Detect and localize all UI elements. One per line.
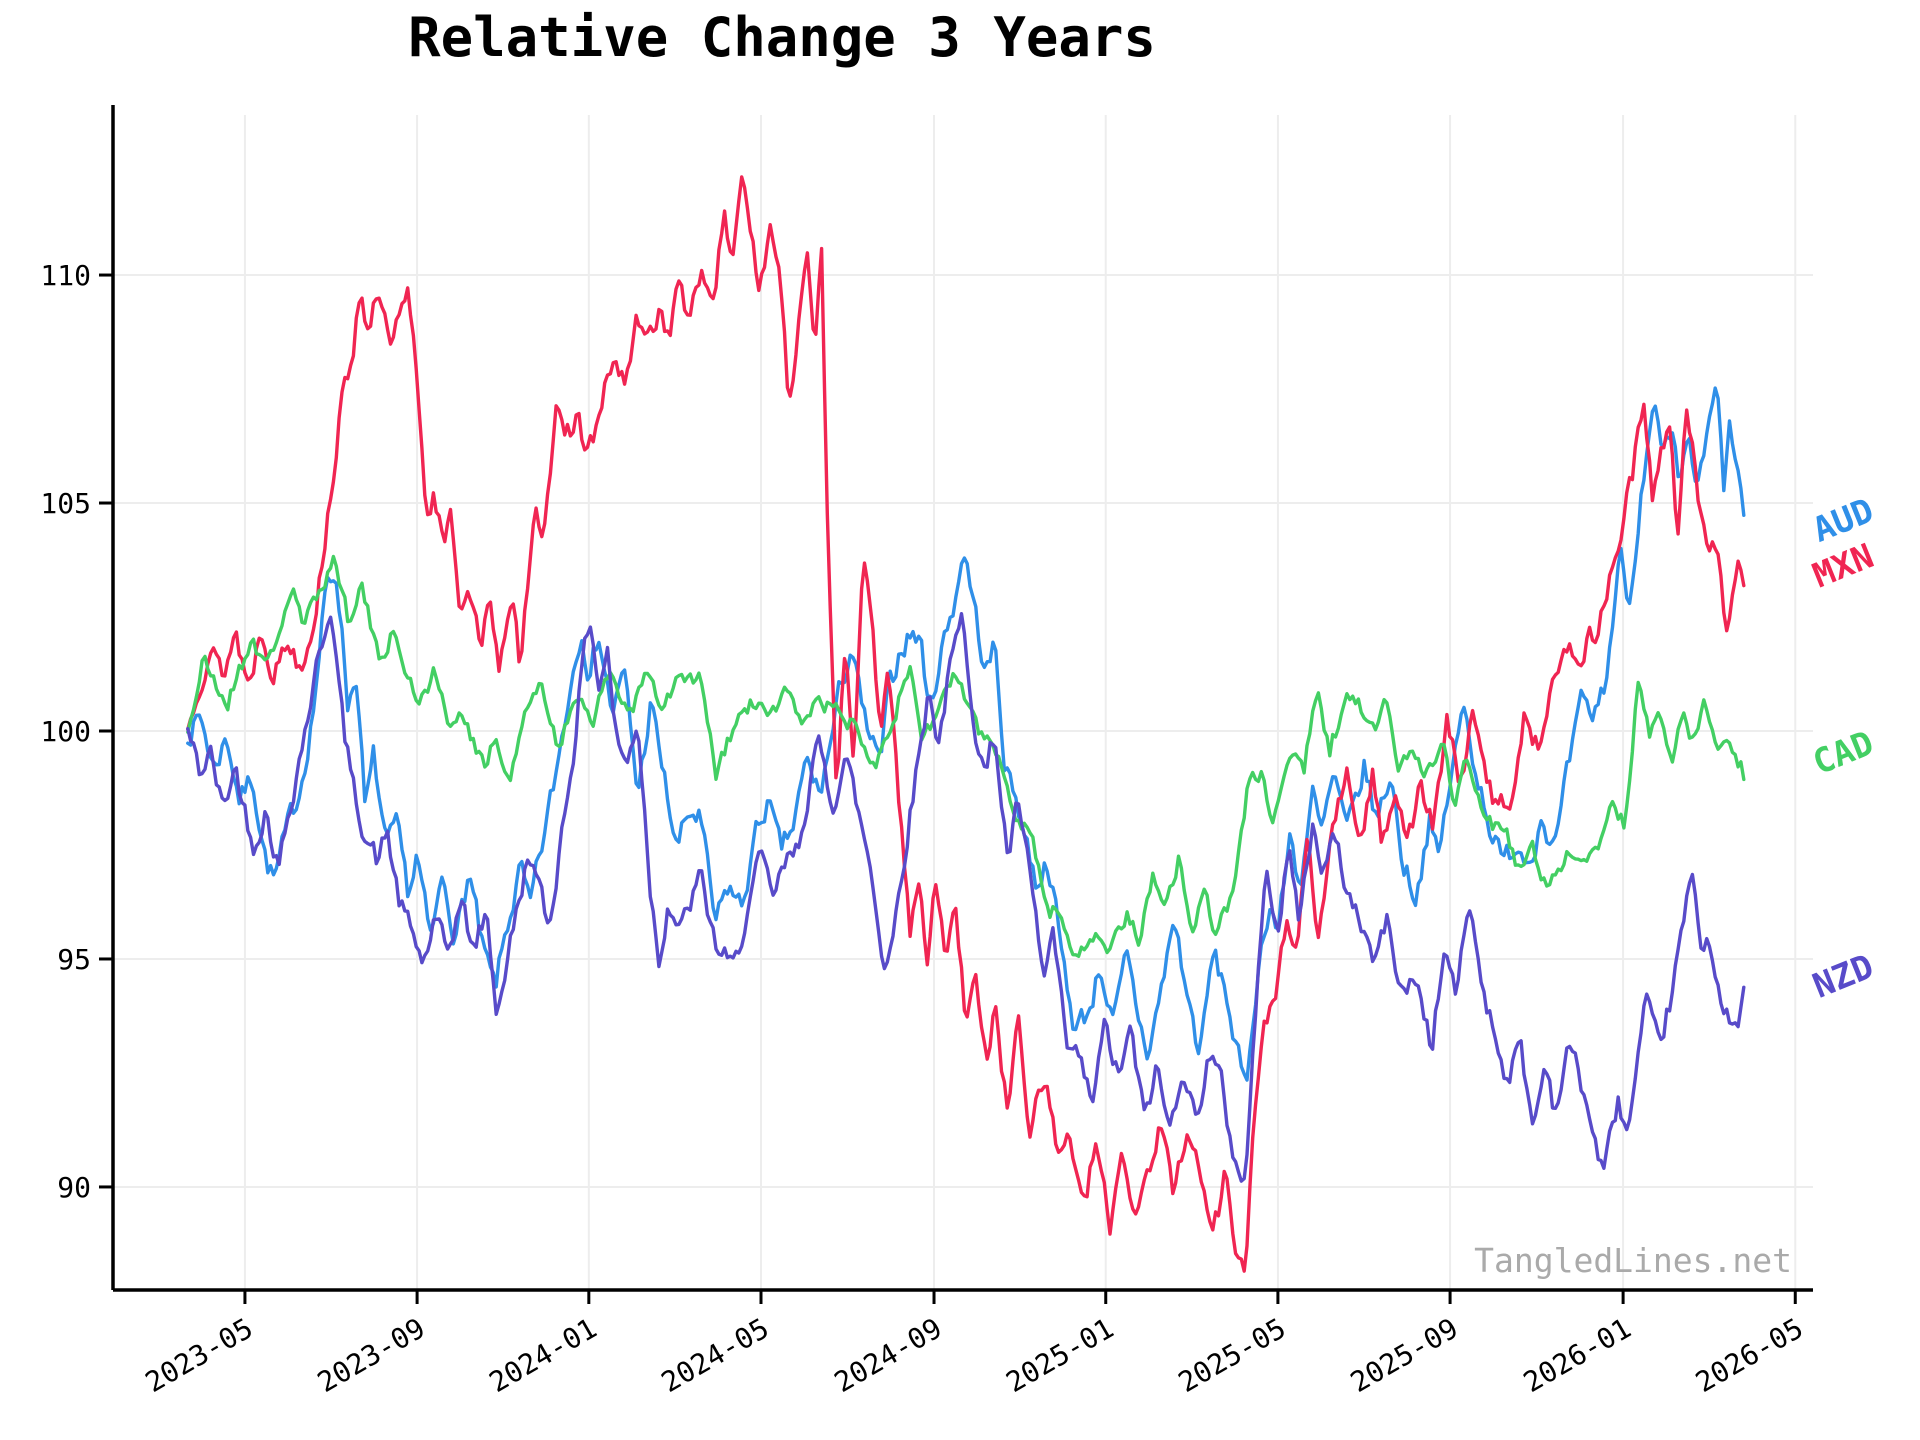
legend-label-mxn: MXN: [1807, 536, 1879, 596]
y-tick-label: 100: [40, 715, 91, 748]
y-tick-label: 95: [57, 943, 91, 976]
x-tick-label: 2023-09: [312, 1311, 431, 1399]
x-tick-label: 2024-01: [484, 1311, 603, 1399]
series-line-aud: [186, 386, 1746, 1082]
legend-label-cad: CAD: [1807, 723, 1879, 783]
legend-label-aud: AUD: [1807, 491, 1879, 551]
x-tick-label: 2025-05: [1173, 1311, 1292, 1399]
x-tick-label: 2026-05: [1690, 1311, 1809, 1399]
watermark: TangledLines.net: [1474, 1241, 1792, 1280]
y-tick-label: 110: [40, 259, 91, 292]
y-tick-label: 90: [57, 1171, 91, 1204]
chart-title: Relative Change 3 Years: [408, 6, 1156, 69]
series-lines: [186, 175, 1746, 1273]
series-line-nzd: [186, 612, 1746, 1183]
x-tick-label: 2026-01: [1518, 1311, 1637, 1399]
x-tick-label: 2025-01: [1001, 1311, 1120, 1399]
legend-label-nzd: NZD: [1807, 947, 1879, 1007]
gridlines: [113, 115, 1813, 1290]
x-tick-label: 2023-05: [140, 1311, 259, 1399]
y-tick-label: 105: [40, 487, 91, 520]
series-line-mxn: [186, 175, 1746, 1273]
x-tick-label: 2024-05: [656, 1311, 775, 1399]
axes: [99, 105, 1813, 1304]
x-tick-label: 2024-09: [829, 1311, 948, 1399]
series-line-cad: [186, 554, 1746, 958]
x-tick-label: 2025-09: [1345, 1311, 1464, 1399]
